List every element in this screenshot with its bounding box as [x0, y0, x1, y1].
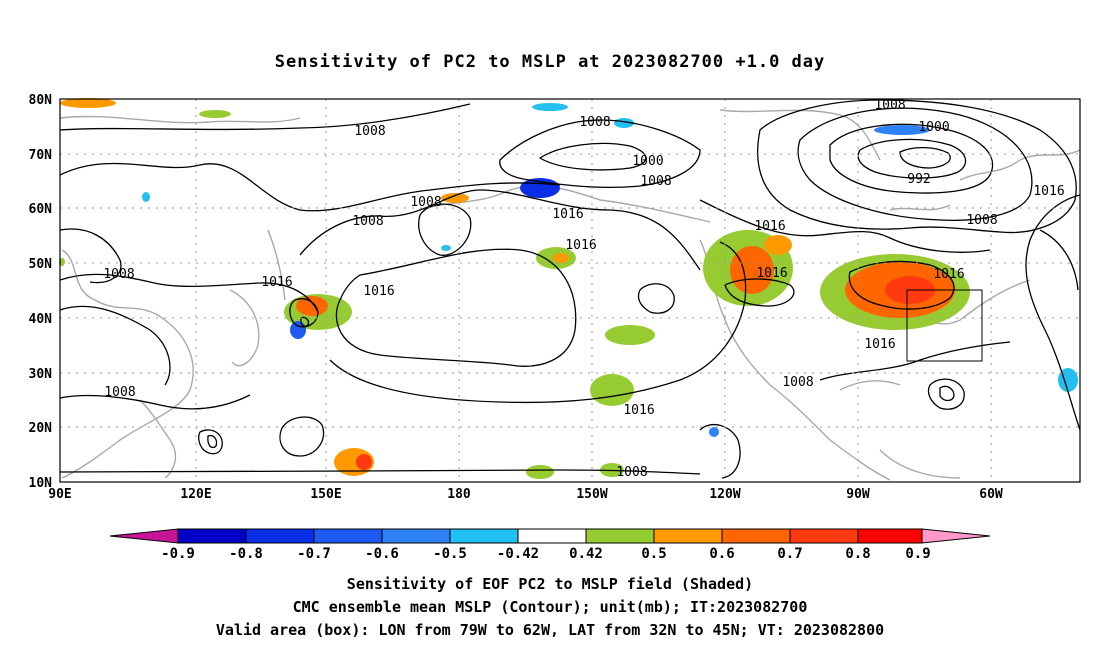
- lon-tick-label: 120E: [180, 487, 211, 502]
- valid-area-box: [906, 289, 983, 362]
- colorbar-label: -0.6: [365, 546, 399, 562]
- contour-label: 1016: [754, 219, 785, 234]
- lat-lon-grid: [60, 99, 1080, 482]
- colorbar-swatch: [789, 528, 859, 544]
- figure-captions: Sensitivity of EOF PC2 to MSLP field (Sh…: [216, 575, 884, 639]
- caption-line-1: Sensitivity of EOF PC2 to MSLP field (Sh…: [347, 575, 753, 593]
- contour-label: 1016: [261, 275, 292, 290]
- lat-tick-label: 40N: [29, 312, 53, 327]
- colorbar-label: -0.7: [297, 546, 331, 562]
- map-panel: 1008 1008 1000 1008 1016 1016 1008 1000 …: [59, 98, 1081, 483]
- contour-label: 1008: [874, 98, 905, 113]
- map-frame: [59, 98, 1081, 483]
- lat-tick-label: 30N: [29, 367, 53, 382]
- lon-tick-label: 150E: [310, 487, 341, 502]
- contour-label: 1008: [579, 115, 610, 130]
- contour-label: 1016: [552, 207, 583, 222]
- contour-label: 1008: [966, 213, 997, 228]
- contour-label: 1016: [756, 266, 787, 281]
- colorbar-label: 0.7: [777, 546, 802, 562]
- contour-label: 1008: [103, 267, 134, 282]
- colorbar-label: 0.5: [641, 546, 666, 562]
- lat-tick-label: 10N: [29, 476, 53, 491]
- lat-tick-label: 20N: [29, 421, 53, 436]
- colorbar-label: -0.42: [497, 546, 539, 562]
- colorbar-label: 0.9: [905, 546, 930, 562]
- colorbar-label: 0.42: [569, 546, 603, 562]
- lon-tick-label: 90E: [48, 487, 71, 502]
- contour-label: 1000: [918, 120, 949, 135]
- colorbar-swatch: [585, 528, 655, 544]
- lat-tick-label: 50N: [29, 257, 53, 272]
- colorbar-swatch: [245, 528, 315, 544]
- contour-label: 1008: [410, 195, 441, 210]
- colorbar-label: 0.8: [845, 546, 870, 562]
- contour-label: 1008: [616, 465, 647, 480]
- contour-label: 1008: [640, 174, 671, 189]
- contour-label: 1016: [565, 238, 596, 253]
- colorbar-label: 0.6: [709, 546, 734, 562]
- colorbar-swatch: [721, 528, 791, 544]
- contour-label: 1008: [354, 124, 385, 139]
- colorbar-swatch: [449, 528, 519, 544]
- contour-label: 1016: [933, 267, 964, 282]
- colorbar-label: -0.5: [433, 546, 467, 562]
- contour-label: 1008: [352, 214, 383, 229]
- colorbar-label: -0.8: [229, 546, 263, 562]
- colorbar-swatch: [381, 528, 451, 544]
- caption-line-3: Valid area (box): LON from 79W to 62W, L…: [216, 621, 884, 639]
- contour-label: 1016: [623, 403, 654, 418]
- contour-label: 1016: [1033, 184, 1064, 199]
- figure-title: Sensitivity of PC2 to MSLP at 2023082700…: [275, 52, 826, 72]
- lat-tick-label: 70N: [29, 148, 53, 163]
- colorbar: -0.9 -0.8 -0.7 -0.6 -0.5 -0.42 0.42 0.5 …: [109, 528, 991, 562]
- lat-tick-label: 60N: [29, 202, 53, 217]
- colorbar-swatch: [857, 528, 923, 544]
- colorbar-swatch: [177, 528, 247, 544]
- colorbar-low-arrow: [109, 528, 179, 544]
- contour-label: 1016: [864, 337, 895, 352]
- colorbar-swatch: [313, 528, 383, 544]
- lon-tick-label: 150W: [576, 487, 607, 502]
- longitude-axis: 90E 120E 150E 180 150W 120W 90W 60W: [48, 487, 1003, 502]
- shaded-sensitivity: [59, 98, 1078, 479]
- lat-tick-label: 80N: [29, 93, 53, 108]
- colorbar-swatch: [653, 528, 723, 544]
- latitude-axis: 80N 70N 60N 50N 40N 30N 20N 10N: [29, 93, 53, 491]
- colorbar-high-arrow: [921, 528, 991, 544]
- lon-tick-label: 120W: [709, 487, 740, 502]
- mslp-contours: [59, 99, 1081, 479]
- contour-label: 1016: [363, 284, 394, 299]
- caption-line-2: CMC ensemble mean MSLP (Contour); unit(m…: [293, 598, 808, 616]
- colorbar-label: -0.9: [161, 546, 195, 562]
- contour-label: 1008: [782, 375, 813, 390]
- lon-tick-label: 60W: [979, 487, 1003, 502]
- lon-tick-label: 90W: [846, 487, 870, 502]
- lon-tick-label: 180: [447, 487, 471, 502]
- colorbar-swatch: [517, 528, 587, 544]
- contour-label: 992: [907, 172, 930, 187]
- contour-labels: 1008 1008 1000 1008 1016 1016 1008 1000 …: [103, 98, 1064, 480]
- contour-label: 1000: [632, 154, 663, 169]
- contour-label: 1008: [104, 385, 135, 400]
